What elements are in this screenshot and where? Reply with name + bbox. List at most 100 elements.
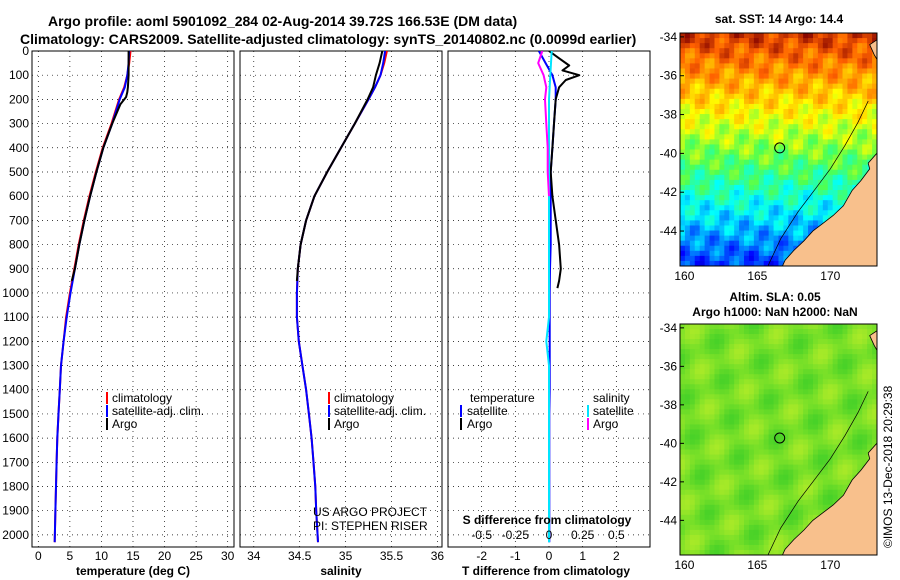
map-cell	[778, 489, 785, 496]
map-cell	[852, 334, 858, 340]
map-cell	[689, 38, 696, 44]
map-cell	[837, 195, 844, 201]
series-argo-line	[295, 51, 384, 281]
map-cell	[724, 139, 730, 146]
map-cell	[788, 434, 794, 441]
map-cell	[699, 359, 706, 365]
map-cell	[857, 83, 863, 90]
map-cell	[748, 169, 755, 176]
map-cell	[709, 389, 716, 395]
map-cell	[704, 399, 711, 405]
map-cell	[739, 429, 745, 436]
map-cell	[773, 349, 780, 355]
map-cell	[808, 494, 814, 501]
map-cell	[753, 414, 760, 421]
map-cell	[734, 494, 740, 501]
map-cell	[729, 73, 735, 80]
map-cell	[812, 339, 819, 345]
map-cell	[822, 63, 829, 70]
map-cell	[684, 103, 691, 110]
map-cell	[778, 504, 785, 511]
map-cell	[812, 103, 819, 110]
map-cell	[689, 474, 696, 481]
map-cell	[719, 164, 725, 171]
map-cell	[793, 334, 799, 340]
map-cell	[808, 184, 814, 191]
map-cell	[842, 139, 849, 146]
map-cell	[817, 174, 824, 181]
map-cell	[739, 489, 745, 496]
map-cell	[719, 144, 725, 151]
map-cell	[768, 409, 775, 415]
map-cell	[847, 58, 853, 64]
map-cell	[783, 124, 789, 130]
map-cell	[773, 484, 780, 491]
map-cell	[719, 509, 725, 516]
map-cell	[793, 195, 799, 201]
map-cell	[724, 98, 730, 105]
map-cell	[684, 174, 691, 181]
map-cell	[842, 439, 849, 446]
map-cell	[719, 255, 725, 262]
map-cell	[709, 235, 716, 242]
map-cell	[817, 389, 824, 395]
map-cell	[822, 103, 829, 110]
map-cell	[763, 334, 770, 340]
map-cell	[753, 394, 760, 400]
map-cell	[684, 514, 691, 521]
map-cell	[808, 344, 814, 350]
map-cell	[778, 434, 785, 441]
map-cell	[739, 479, 745, 486]
map-cell	[827, 354, 834, 360]
map-cell	[832, 439, 839, 446]
map-cell	[778, 174, 785, 181]
map-cell	[827, 38, 834, 44]
map-cell	[689, 484, 696, 491]
map-cell	[808, 210, 814, 216]
map-cell	[719, 210, 725, 216]
map-cell	[773, 205, 780, 211]
map-cell	[768, 499, 775, 506]
map-cell	[724, 459, 730, 466]
map-cell	[734, 149, 740, 156]
map-cell	[748, 344, 755, 350]
map-cell	[719, 78, 725, 85]
map-cell	[714, 449, 720, 456]
map-cell	[817, 374, 824, 380]
map-cell	[842, 93, 849, 100]
map-cell	[852, 369, 858, 375]
legend-t-satellite: satellite	[467, 404, 508, 418]
map-cell	[753, 139, 760, 146]
map-cell	[827, 159, 834, 166]
map-cell	[739, 549, 745, 555]
map-cell	[872, 98, 877, 105]
map-cell	[724, 399, 730, 405]
map-cell	[694, 240, 701, 247]
map-cell	[709, 174, 716, 181]
map-cell	[768, 169, 775, 176]
map-cell	[793, 48, 799, 54]
map-cell	[842, 149, 849, 156]
map-cell	[694, 103, 701, 110]
map-cell	[773, 200, 780, 206]
map-cell	[758, 469, 765, 476]
map-cell	[842, 334, 849, 340]
map-cell	[689, 53, 696, 59]
map-cell	[699, 419, 706, 426]
map-cell	[812, 439, 819, 446]
map-cell	[724, 240, 730, 247]
map-cell	[729, 354, 735, 360]
map-cell	[857, 174, 863, 181]
map-cell	[867, 399, 873, 405]
pressure-tick-label: 1600	[2, 431, 29, 445]
map-cell	[724, 119, 730, 125]
map-cell	[768, 68, 775, 75]
map-cell	[768, 225, 775, 232]
map-cell	[788, 514, 794, 521]
map-cell	[689, 139, 696, 146]
map-cell	[724, 43, 730, 49]
map-cell	[699, 250, 706, 257]
map-cell	[768, 124, 775, 130]
x-tick-label: 20	[158, 549, 172, 563]
map-cell	[852, 179, 858, 186]
